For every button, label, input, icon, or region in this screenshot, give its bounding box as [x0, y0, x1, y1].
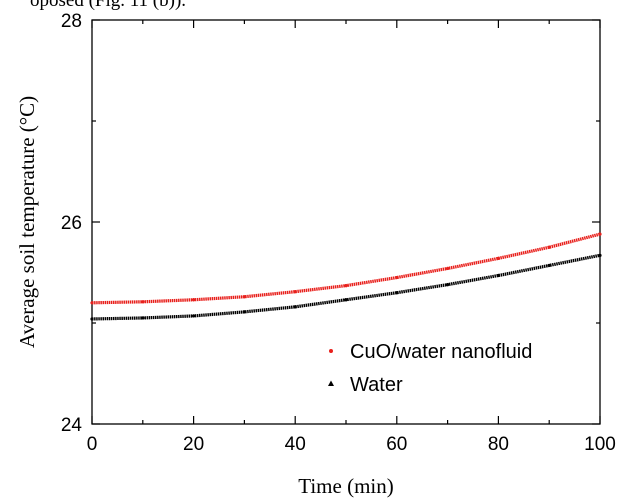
series-layer: [90, 232, 602, 321]
x-tick-label: 100: [584, 434, 616, 455]
data-point: [446, 283, 450, 287]
data-point: [446, 266, 450, 271]
y-tick-label: 24: [61, 415, 83, 436]
axis-ticks: [91, 19, 601, 425]
data-point: [141, 300, 145, 304]
data-point: [242, 310, 246, 314]
y-axis-title: Average soil temperature (°C): [15, 96, 39, 348]
series-line: [91, 232, 601, 305]
data-point: [192, 314, 196, 318]
data-point: [395, 291, 399, 295]
data-point: [496, 273, 500, 278]
data-point: [547, 245, 551, 249]
data-point: [344, 284, 348, 288]
plot-frame: [91, 19, 601, 425]
data-point: [547, 263, 551, 268]
x-tick-label: 0: [87, 434, 98, 455]
data-point: [598, 232, 602, 236]
series-water: [90, 253, 602, 321]
data-point: [242, 295, 246, 299]
legend-label: Water: [350, 374, 403, 396]
x-tick-label: 20: [183, 434, 204, 455]
legend-marker: [329, 349, 333, 353]
legend-label: CuO/water nanofluid: [350, 341, 532, 363]
x-tick-label: 80: [488, 434, 509, 455]
data-point: [344, 298, 348, 302]
data-point: [496, 256, 500, 260]
data-point: [192, 298, 196, 302]
x-axis-title: Time (min): [298, 474, 393, 498]
data-point: [293, 305, 297, 309]
y-tick-label: 26: [61, 213, 82, 234]
data-point: [598, 253, 602, 257]
data-point: [90, 301, 94, 305]
x-tick-label: 60: [386, 434, 407, 455]
x-tick-label: 40: [285, 434, 306, 455]
legend-marker: [328, 380, 334, 386]
data-point: [395, 275, 399, 280]
series-cuo-water-nanofluid: [90, 232, 602, 305]
data-point: [90, 317, 94, 321]
data-point: [141, 316, 145, 320]
header-snippet-text: oposed (Fig. 11 (b)).: [30, 0, 186, 11]
y-tick-label: 28: [61, 11, 82, 32]
tick-labels: 0 20 40 60 80 100 24 26 28: [61, 11, 616, 455]
data-point: [293, 290, 297, 294]
legend: CuO/water nanofluid Water: [328, 341, 532, 396]
